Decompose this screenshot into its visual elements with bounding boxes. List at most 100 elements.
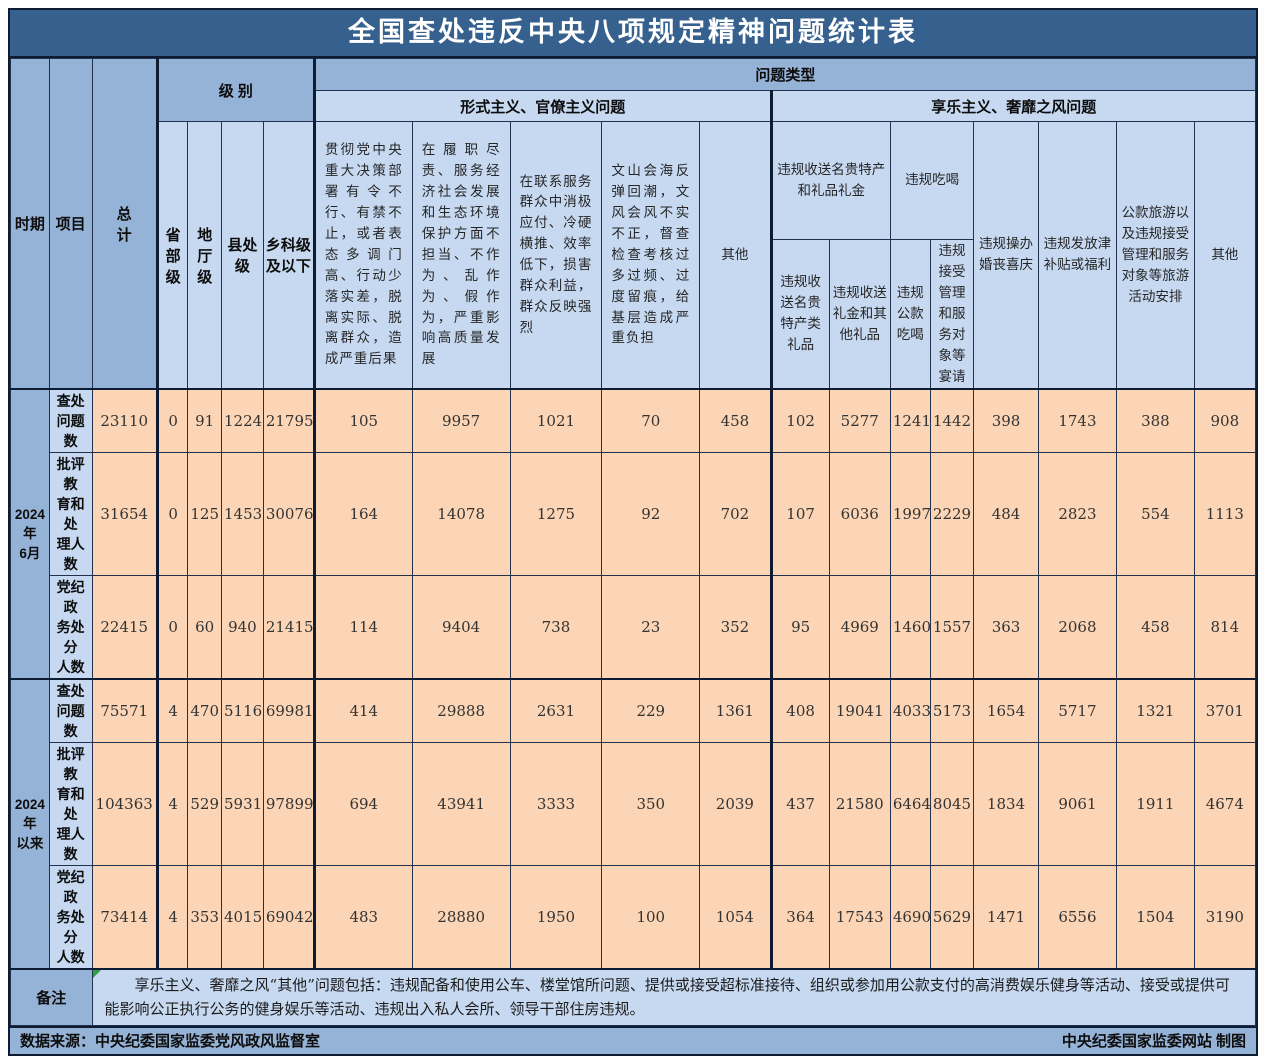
data-cell: 2068 bbox=[1037, 575, 1118, 680]
data-cell: 0 bbox=[155, 388, 189, 454]
data-cell: 1743 bbox=[1037, 388, 1118, 454]
data-cell: 92 bbox=[601, 452, 701, 577]
group-header-level: 级 别 bbox=[155, 58, 315, 122]
col-header-formalism-other: 其他 bbox=[699, 121, 772, 390]
remark-cell: 享乐主义、奢靡之风“其他”问题包括：违规配备和使用公车、楼堂馆所问题、提供或接受… bbox=[91, 968, 1257, 1026]
data-cell: 91 bbox=[187, 388, 223, 454]
data-cell: 4015 bbox=[221, 865, 264, 970]
row-label: 批评教 育和处 理人数 bbox=[48, 452, 93, 577]
data-cell: 102 bbox=[769, 388, 830, 454]
data-cell: 97899 bbox=[262, 742, 315, 867]
data-cell: 1113 bbox=[1193, 452, 1257, 577]
data-cell: 1911 bbox=[1116, 742, 1195, 867]
col-header-formalism-3: 在联系服务群众中消极应付、冷硬横推、效率低下，损害群众利益，群众反映强烈 bbox=[509, 121, 603, 390]
data-cell: 5116 bbox=[221, 678, 264, 744]
data-cell: 940 bbox=[221, 575, 264, 680]
data-cell: 30076 bbox=[262, 452, 315, 577]
data-cell: 70 bbox=[601, 388, 701, 454]
data-cell: 31654 bbox=[91, 452, 158, 577]
data-cell: 1950 bbox=[509, 865, 603, 970]
data-cell: 69981 bbox=[262, 678, 315, 744]
data-cell: 60 bbox=[187, 575, 223, 680]
data-cell: 43941 bbox=[411, 742, 511, 867]
data-cell: 352 bbox=[699, 575, 772, 680]
data-cell: 0 bbox=[155, 452, 189, 577]
data-cell: 4674 bbox=[1193, 742, 1257, 867]
data-cell: 6556 bbox=[1037, 865, 1118, 970]
col-header-province-level: 省部级 bbox=[155, 121, 189, 390]
data-cell: 1021 bbox=[509, 388, 603, 454]
row-label: 批评教 育和处 理人数 bbox=[48, 742, 93, 867]
data-cell: 3190 bbox=[1193, 865, 1257, 970]
col-header-weddings-funerals: 违规操办婚丧喜庆 bbox=[973, 121, 1039, 390]
data-cell: 4033 bbox=[889, 678, 931, 744]
data-cell: 5173 bbox=[929, 678, 975, 744]
data-cell: 5629 bbox=[929, 865, 975, 970]
data-cell: 1834 bbox=[973, 742, 1039, 867]
row-label: 党纪政 务处分 人数 bbox=[48, 865, 93, 970]
data-cell: 9957 bbox=[411, 388, 511, 454]
col-header-banquets-from-clients: 违规接受管理和服务对象等宴请 bbox=[929, 239, 975, 390]
group-header-gifts: 违规收送名贵特产和礼品礼金 bbox=[769, 121, 891, 240]
data-cell: 19041 bbox=[828, 678, 891, 744]
data-cell: 0 bbox=[155, 575, 189, 680]
data-cell: 75571 bbox=[91, 678, 158, 744]
data-cell: 694 bbox=[312, 742, 413, 867]
data-cell: 814 bbox=[1193, 575, 1257, 680]
data-cell: 14078 bbox=[411, 452, 511, 577]
col-header-specialty-gifts: 违规收送名贵特产类礼品 bbox=[769, 239, 830, 390]
data-cell: 104363 bbox=[91, 742, 158, 867]
data-cell: 29888 bbox=[411, 678, 511, 744]
data-cell: 73414 bbox=[91, 865, 158, 970]
data-cell: 21580 bbox=[828, 742, 891, 867]
col-header-total: 总 计 bbox=[91, 58, 158, 390]
remark-label: 备注 bbox=[10, 968, 93, 1026]
data-cell: 554 bbox=[1116, 452, 1195, 577]
group-header-problem-type: 问题类型 bbox=[312, 58, 1257, 91]
data-cell: 8045 bbox=[929, 742, 975, 867]
col-header-item: 项目 bbox=[48, 58, 93, 390]
data-cell: 2229 bbox=[929, 452, 975, 577]
data-cell: 470 bbox=[187, 678, 223, 744]
data-cell: 17543 bbox=[828, 865, 891, 970]
data-cell: 3333 bbox=[509, 742, 603, 867]
data-cell: 1275 bbox=[509, 452, 603, 577]
group-header-formalism: 形式主义、官僚主义问题 bbox=[312, 90, 772, 122]
data-cell: 5277 bbox=[828, 388, 891, 454]
data-cell: 363 bbox=[973, 575, 1039, 680]
col-header-hedonism-other: 其他 bbox=[1193, 121, 1257, 390]
footer-bar: 数据来源：中央纪委国家监委党风政风监督室 中央纪委国家监委网站 制图 bbox=[10, 1025, 1256, 1054]
data-cell: 5931 bbox=[221, 742, 264, 867]
data-cell: 3701 bbox=[1193, 678, 1257, 744]
page-title: 全国查处违反中央八项规定精神问题统计表 bbox=[10, 10, 1256, 58]
data-cell: 229 bbox=[601, 678, 701, 744]
col-header-period: 时期 bbox=[10, 58, 50, 390]
credit-text: 中央纪委国家监委网站 制图 bbox=[1061, 1033, 1246, 1051]
data-cell: 2039 bbox=[699, 742, 772, 867]
col-header-public-funded-dining: 违规公款吃喝 bbox=[889, 239, 931, 390]
data-cell: 1442 bbox=[929, 388, 975, 454]
data-cell: 100 bbox=[601, 865, 701, 970]
period-cell: 2024年 以来 bbox=[10, 678, 50, 970]
data-cell: 398 bbox=[973, 388, 1039, 454]
data-cell: 1557 bbox=[929, 575, 975, 680]
data-cell: 1997 bbox=[889, 452, 931, 577]
data-cell: 5717 bbox=[1037, 678, 1118, 744]
data-cell: 388 bbox=[1116, 388, 1195, 454]
data-cell: 23 bbox=[601, 575, 701, 680]
data-cell: 483 bbox=[312, 865, 413, 970]
data-cell: 908 bbox=[1193, 388, 1257, 454]
data-cell: 6036 bbox=[828, 452, 891, 577]
data-cell: 1654 bbox=[973, 678, 1039, 744]
data-cell: 414 bbox=[312, 678, 413, 744]
data-source-text: 数据来源：中央纪委国家监委党风政风监督室 bbox=[20, 1033, 321, 1051]
col-header-formalism-1: 贯彻党中央重大决策部署有令不行、有禁不止，或者表态多调门高、行动少落实差，脱离实… bbox=[312, 121, 413, 390]
statistics-table: 时期 项目 总 计 级 别 问题类型 形式主义、官僚主义问题 享乐主义、奢靡之风… bbox=[10, 58, 1257, 1026]
data-cell: 364 bbox=[769, 865, 830, 970]
group-header-eating: 违规吃喝 bbox=[889, 121, 975, 240]
data-cell: 9404 bbox=[411, 575, 511, 680]
data-cell: 125 bbox=[187, 452, 223, 577]
row-label: 查处 问题数 bbox=[48, 388, 93, 454]
data-cell: 2823 bbox=[1037, 452, 1118, 577]
data-cell: 114 bbox=[312, 575, 413, 680]
